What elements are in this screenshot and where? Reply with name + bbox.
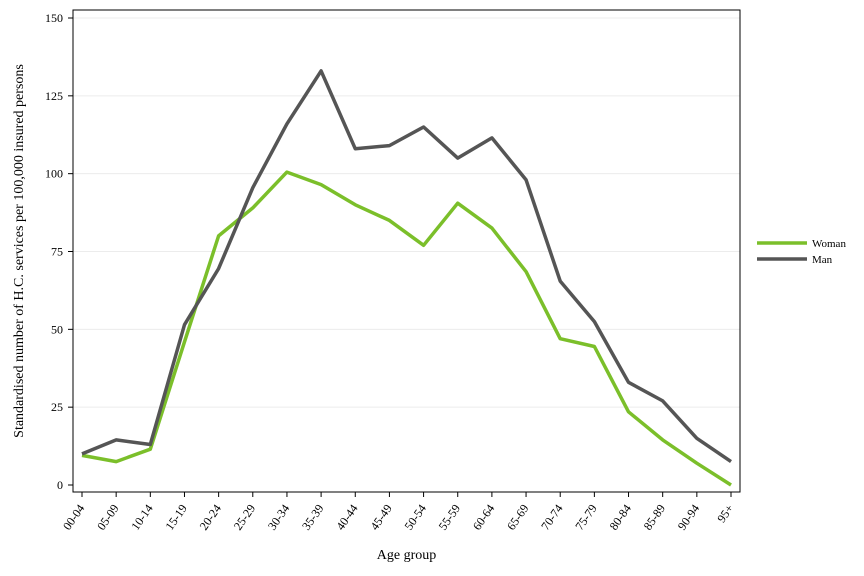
y-axis-title: Standardised number of H.C. services per…: [12, 64, 27, 438]
y-tick-label: 150: [45, 11, 63, 25]
series-lines: [81, 69, 732, 487]
y-tick-label: 75: [51, 245, 63, 259]
y-tick-label: 0: [57, 478, 63, 492]
series-line-man: [81, 69, 732, 464]
y-tick-label: 125: [45, 89, 63, 103]
legend-label-woman: Woman: [812, 238, 846, 250]
y-tick-label: 50: [51, 322, 63, 336]
y-tick-label: 100: [45, 167, 63, 181]
legend: Woman Man: [757, 238, 846, 266]
x-axis-title: Age group: [377, 548, 437, 563]
legend-label-man: Man: [812, 254, 833, 266]
y-axis-ticks: 0 25 50 75 100 125 150: [45, 11, 73, 492]
y-tick-label: 25: [51, 400, 63, 414]
series-line-woman: [81, 170, 732, 487]
plot-frame: [72, 9, 741, 493]
